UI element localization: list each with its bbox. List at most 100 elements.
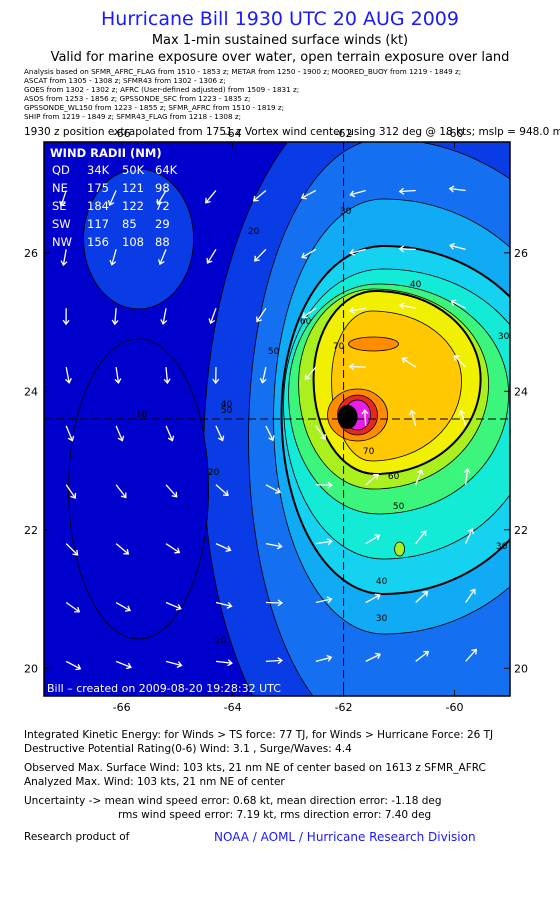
- wind-arrow: [265, 543, 282, 548]
- contour-label: 20: [430, 4, 442, 14]
- wind-arrow: [165, 425, 174, 441]
- wind-arrow-head: [349, 190, 356, 198]
- x-tick-label-top: -64: [224, 127, 242, 140]
- wind-arrow-head: [301, 312, 308, 319]
- wind-arrow-head: [156, 199, 163, 206]
- contour-label: 10: [215, 636, 227, 646]
- wind-radii-cell: 88: [155, 235, 170, 249]
- wind-arrow-head: [276, 542, 283, 550]
- wind-arrow-head: [416, 468, 424, 475]
- wind-arrow-head: [160, 319, 168, 325]
- wind-arrow-head: [326, 654, 333, 662]
- wind-arrow: [465, 528, 473, 544]
- wind-arrow: [114, 308, 117, 325]
- wind-arrow-head: [226, 601, 233, 609]
- wind-arrow: [365, 653, 381, 662]
- wind-radii-cell: 29: [155, 217, 170, 231]
- wind-arrow: [256, 307, 267, 322]
- contour-label: 50: [221, 406, 233, 416]
- wind-arrow-head: [70, 492, 77, 499]
- contour-label: 60: [388, 472, 400, 482]
- wind-arrow-head: [327, 481, 333, 489]
- analysis-line: GOES from 1302 - 1302 z; AFRC (User-defi…: [24, 85, 300, 94]
- wind-arrow: [315, 425, 326, 440]
- wind-arrow-head: [373, 473, 379, 480]
- wind-radii-header: QD: [52, 163, 70, 177]
- wind-arrow-head: [375, 652, 382, 660]
- wind-arrow-head: [422, 590, 429, 597]
- wind-arrow-head: [374, 534, 381, 541]
- wind-arrow-head: [174, 547, 181, 554]
- wind-arrow: [115, 660, 132, 668]
- contour-label: 10: [136, 410, 148, 420]
- x-tick-label-bottom: -66: [113, 701, 131, 714]
- y-tick-label-right: 26: [514, 247, 528, 260]
- wind-arrow-head: [176, 661, 183, 668]
- wind-arrow-head: [320, 433, 326, 440]
- wind-arrow-head: [125, 662, 132, 670]
- dpr-line: Destructive Potential Rating(0-6) Wind: …: [24, 743, 352, 755]
- wind-radii-cell: NE: [52, 181, 68, 195]
- wind-arrow-head: [348, 363, 355, 371]
- contour-label: 30: [376, 614, 388, 624]
- wind-arrow-head: [124, 605, 131, 612]
- wind-arrow-head: [75, 663, 82, 671]
- wind-arrow-head: [65, 378, 72, 384]
- contour-label: 20: [208, 468, 220, 478]
- wind-radii-cell: 175: [87, 181, 109, 195]
- wind-arrow-head: [205, 197, 211, 204]
- y-tick-label-left: 24: [24, 385, 38, 398]
- wind-arrow-head: [123, 548, 130, 555]
- wind-radii-cell: 117: [87, 217, 109, 231]
- wind-arrow: [165, 543, 180, 554]
- wind-arrow-head: [254, 255, 260, 262]
- wind-arrow: [304, 366, 317, 380]
- contour-label: 30: [496, 542, 508, 552]
- wind-arrow: [65, 425, 73, 441]
- wind-arrow: [215, 425, 224, 441]
- wind-arrow: [449, 187, 466, 192]
- wind-arrow-head: [67, 435, 75, 442]
- wind-analysis-map: 1010202030303030404040505050606070702020…: [24, 4, 528, 714]
- wind-arrow: [453, 355, 467, 368]
- field-layer: 1010202030303030404040505050606070702020: [44, 4, 510, 696]
- wind-arrow: [65, 366, 70, 383]
- wind-arrow-head: [361, 408, 369, 415]
- wind-arrow: [205, 190, 217, 204]
- wind-arrow: [365, 474, 379, 486]
- wind-arrow: [451, 300, 466, 309]
- wind-arrow-head: [252, 195, 259, 202]
- wind-arrow: [349, 307, 366, 312]
- subtitle: Max 1-min sustained surface winds (kt): [151, 33, 409, 48]
- wind-arrow-head: [120, 492, 127, 499]
- wind-arrow: [115, 484, 127, 498]
- wind-arrow: [215, 660, 232, 664]
- wind-arrow: [215, 543, 231, 551]
- wind-radii-header: 50K: [122, 163, 145, 177]
- wind-arrow-head: [408, 409, 416, 416]
- wind-arrow-head: [227, 659, 233, 667]
- analysis-line: ASOS from 1253 - 1856 z; GPSSONDE_SFC fr…: [24, 94, 251, 103]
- y-tick-label-left: 22: [24, 524, 38, 537]
- wind-arrow: [254, 248, 267, 262]
- contour-label: 60: [300, 317, 312, 327]
- wind-arrow: [65, 601, 80, 613]
- wind-arrow: [206, 248, 217, 264]
- contour-label: 70: [363, 447, 375, 457]
- secondary-max-area: [348, 336, 399, 352]
- wind-arrow-head: [458, 409, 466, 416]
- wind-arrow-head: [449, 242, 455, 250]
- wind-arrow: [364, 409, 367, 426]
- wind-arrow-head: [167, 435, 175, 442]
- wind-arrow: [109, 190, 117, 206]
- y-tick-label-right: 24: [514, 385, 528, 398]
- wind-arrow-head: [222, 490, 229, 497]
- wind-arrow-head: [114, 378, 122, 384]
- extrapolation-note: 1930 z position extrapolated from 1751 z…: [24, 126, 560, 138]
- wind-arrow-head: [398, 187, 405, 195]
- wind-arrow: [215, 484, 229, 496]
- wind-arrow-head: [171, 491, 178, 498]
- analysis-line: ASCAT from 1305 - 1308 z; SFMR43 from 13…: [24, 76, 226, 85]
- wind-arrow: [415, 591, 428, 603]
- wind-arrow: [265, 659, 282, 663]
